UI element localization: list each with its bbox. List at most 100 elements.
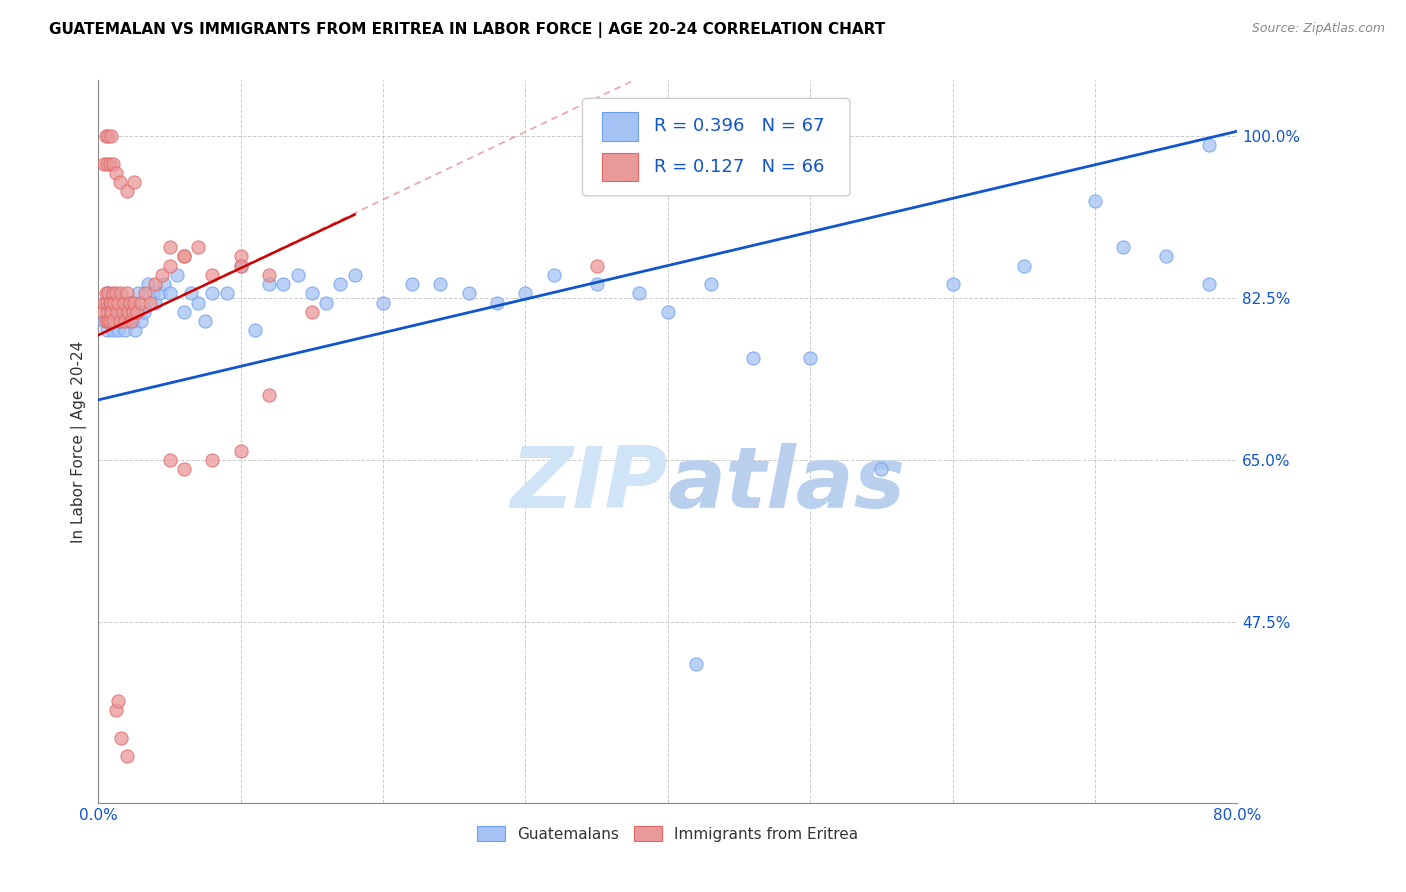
Point: [229, 259, 252, 273]
Point: [122, 175, 145, 189]
Point: [187, 240, 209, 254]
Point: [173, 249, 195, 263]
Point: [329, 277, 352, 291]
Point: [100, 295, 122, 310]
Point: [112, 295, 135, 310]
Point: [97, 286, 120, 301]
Point: [229, 443, 252, 458]
Bar: [602, 112, 638, 141]
Point: [107, 694, 129, 708]
Y-axis label: In Labor Force | Age 20-24: In Labor Force | Age 20-24: [72, 341, 87, 542]
Point: [91, 305, 114, 319]
Point: [115, 305, 138, 319]
Point: [108, 175, 131, 189]
Point: [100, 128, 122, 143]
Point: [98, 314, 121, 328]
Point: [120, 314, 142, 328]
Point: [98, 156, 121, 170]
Point: [132, 305, 155, 319]
Legend: Guatemalans, Immigrants from Eritrea: Guatemalans, Immigrants from Eritrea: [470, 818, 866, 849]
Point: [118, 295, 141, 310]
Point: [457, 286, 479, 301]
Point: [145, 277, 167, 291]
Point: [138, 295, 160, 310]
Point: [942, 277, 965, 291]
Point: [96, 156, 118, 170]
Text: atlas: atlas: [668, 443, 905, 526]
Point: [194, 314, 217, 328]
Point: [1198, 277, 1220, 291]
Point: [104, 166, 127, 180]
Point: [401, 277, 423, 291]
Point: [94, 314, 117, 328]
Point: [96, 323, 118, 337]
Point: [173, 249, 195, 263]
Point: [159, 453, 181, 467]
Point: [742, 351, 765, 366]
Point: [94, 128, 117, 143]
Point: [115, 185, 138, 199]
Point: [129, 295, 152, 310]
Point: [103, 295, 125, 310]
Point: [259, 277, 281, 291]
Point: [129, 314, 152, 328]
Point: [243, 323, 266, 337]
Point: [115, 749, 138, 764]
Point: [97, 286, 120, 301]
Point: [110, 286, 132, 301]
Point: [121, 314, 143, 328]
Point: [107, 295, 129, 310]
Point: [97, 128, 120, 143]
Point: [543, 268, 565, 282]
Point: [122, 295, 145, 310]
Point: [114, 314, 136, 328]
Point: [173, 305, 195, 319]
Point: [101, 323, 124, 337]
Point: [94, 295, 117, 310]
Point: [104, 703, 127, 717]
Point: [301, 286, 323, 301]
Point: [105, 305, 128, 319]
Point: [159, 240, 181, 254]
Point: [153, 277, 176, 291]
Point: [108, 305, 131, 319]
Point: [145, 295, 167, 310]
FancyBboxPatch shape: [582, 98, 851, 196]
Point: [1012, 259, 1035, 273]
Point: [201, 268, 224, 282]
Point: [141, 286, 163, 301]
Point: [98, 295, 121, 310]
Point: [114, 323, 136, 337]
Point: [315, 295, 337, 310]
Point: [124, 323, 146, 337]
Point: [110, 314, 132, 328]
Point: [259, 268, 281, 282]
Point: [134, 286, 156, 301]
Point: [101, 314, 124, 328]
Point: [215, 286, 238, 301]
Point: [201, 286, 224, 301]
Point: [112, 295, 135, 310]
Point: [343, 268, 366, 282]
Point: [104, 286, 127, 301]
Point: [117, 305, 139, 319]
Point: [94, 286, 117, 301]
Point: [1198, 138, 1220, 153]
Point: [96, 305, 118, 319]
Text: Source: ZipAtlas.com: Source: ZipAtlas.com: [1251, 22, 1385, 36]
Point: [373, 295, 395, 310]
Bar: [602, 153, 638, 181]
Point: [111, 314, 134, 328]
Point: [229, 249, 252, 263]
Point: [486, 295, 509, 310]
Point: [111, 305, 134, 319]
Point: [166, 268, 188, 282]
Point: [515, 286, 537, 301]
Point: [799, 351, 821, 366]
Point: [115, 286, 138, 301]
Point: [108, 314, 131, 328]
Point: [585, 277, 607, 291]
Point: [273, 277, 295, 291]
Point: [101, 286, 124, 301]
Point: [136, 277, 159, 291]
